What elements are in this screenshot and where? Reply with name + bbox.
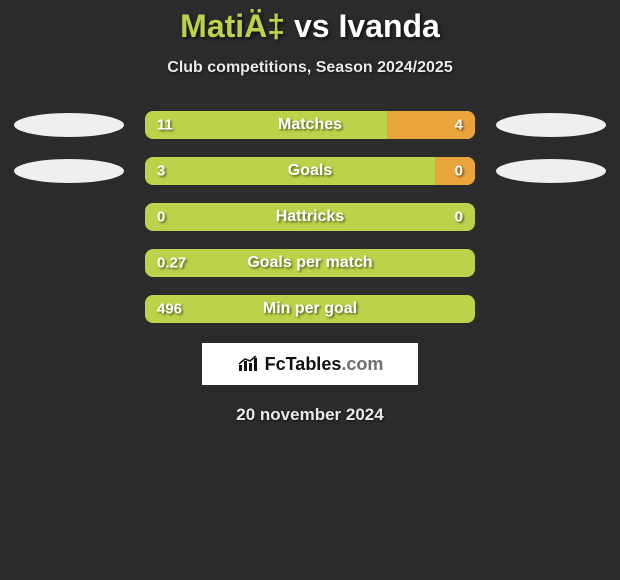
stats-container: 11Matches43Goals00Hattricks00.27Goals pe… (0, 111, 620, 323)
player1-name: MatiÄ‡ (180, 8, 285, 44)
stat-bar: 0Hattricks0 (145, 203, 475, 231)
stat-bar: 496Min per goal (145, 295, 475, 323)
stat-value-right: 0 (455, 163, 463, 180)
stat-value-left: 0.27 (157, 255, 186, 272)
brand-text: FcTables.com (265, 354, 384, 375)
stat-value-left: 0 (157, 209, 165, 226)
stat-row: 0Hattricks0 (10, 203, 610, 231)
stat-label: Min per goal (145, 300, 475, 318)
chart-icon (237, 355, 259, 373)
vs-text: vs (294, 8, 330, 44)
stat-value-right: 0 (455, 209, 463, 226)
page-title: MatiÄ‡ vs Ivanda (0, 0, 620, 45)
stat-value-right: 4 (455, 117, 463, 134)
stat-label: Hattricks (145, 208, 475, 226)
stat-bar: 0.27Goals per match (145, 249, 475, 277)
stat-bar: 3Goals0 (145, 157, 475, 185)
brand-name: FcTables (265, 354, 342, 374)
stat-bar: 11Matches4 (145, 111, 475, 139)
stat-row: 496Min per goal (10, 295, 610, 323)
player2-name: Ivanda (338, 8, 439, 44)
brand-badge: FcTables.com (202, 343, 418, 385)
subtitle: Club competitions, Season 2024/2025 (0, 59, 620, 77)
stat-value-left: 11 (157, 117, 173, 134)
date-text: 20 november 2024 (0, 405, 620, 425)
player1-marker (14, 159, 124, 183)
player1-marker (14, 113, 124, 137)
brand-domain: .com (341, 354, 383, 374)
player2-marker (496, 159, 606, 183)
player2-marker (496, 113, 606, 137)
stat-label: Goals (145, 162, 475, 180)
stat-row: 3Goals0 (10, 157, 610, 185)
stat-row: 11Matches4 (10, 111, 610, 139)
stat-value-left: 3 (157, 163, 165, 180)
stat-row: 0.27Goals per match (10, 249, 610, 277)
stat-label: Goals per match (145, 254, 475, 272)
stat-value-left: 496 (157, 301, 182, 318)
